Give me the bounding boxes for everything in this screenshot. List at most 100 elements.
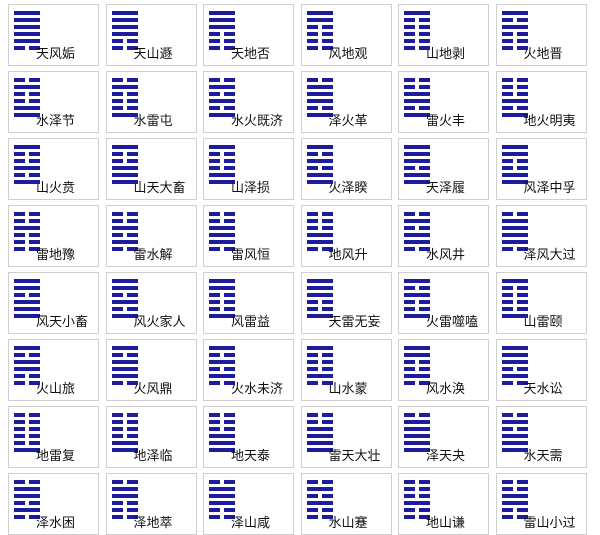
hexagram-name: 风火家人 bbox=[133, 315, 186, 330]
solid-line bbox=[404, 293, 430, 297]
solid-line bbox=[404, 113, 430, 117]
broken-line bbox=[321, 353, 333, 357]
hexagram-name: 水山蹇 bbox=[328, 516, 368, 531]
solid-line bbox=[111, 145, 138, 149]
solid-line bbox=[111, 279, 138, 283]
broken-line bbox=[419, 46, 430, 50]
solid-line bbox=[306, 286, 333, 290]
solid-line bbox=[306, 374, 333, 378]
solid-line bbox=[404, 420, 430, 424]
solid-line bbox=[306, 180, 333, 184]
solid-line bbox=[306, 233, 333, 237]
broken-line bbox=[419, 286, 430, 290]
broken-line bbox=[126, 92, 138, 96]
hexagram-cell: 风火家人 bbox=[105, 272, 197, 334]
solid-line bbox=[404, 501, 430, 505]
solid-line bbox=[14, 487, 40, 491]
hexagram-cell: 泽天夬 bbox=[398, 406, 489, 468]
solid-line bbox=[111, 360, 138, 364]
solid-line bbox=[501, 180, 528, 184]
solid-line bbox=[14, 300, 40, 304]
broken-line bbox=[306, 413, 318, 417]
solid-line bbox=[306, 113, 333, 117]
solid-line bbox=[501, 448, 528, 452]
broken-line bbox=[404, 413, 415, 417]
broken-line bbox=[209, 508, 220, 512]
solid-line bbox=[404, 219, 430, 223]
hexagram-cell: 火雷噬嗑 bbox=[398, 272, 489, 334]
solid-line bbox=[404, 346, 430, 350]
solid-line bbox=[111, 300, 138, 304]
broken-line bbox=[404, 480, 415, 484]
solid-line bbox=[14, 180, 40, 184]
broken-line bbox=[516, 381, 528, 385]
hexagram-name: 泽山咸 bbox=[231, 516, 271, 531]
hexagram-name: 地山谦 bbox=[426, 516, 466, 531]
solid-line bbox=[501, 99, 528, 103]
solid-line bbox=[404, 240, 430, 244]
broken-line bbox=[404, 25, 415, 29]
solid-line bbox=[306, 159, 333, 163]
solid-line bbox=[111, 448, 138, 452]
hexagram-cell: 地风升 bbox=[300, 205, 392, 267]
broken-line bbox=[224, 212, 235, 216]
solid-line bbox=[209, 448, 235, 452]
broken-line bbox=[111, 152, 123, 156]
hexagram-name: 水风井 bbox=[426, 248, 466, 263]
broken-line bbox=[126, 46, 138, 50]
broken-line bbox=[306, 226, 318, 230]
hexagram-name: 火山旅 bbox=[36, 382, 76, 397]
broken-line bbox=[501, 307, 513, 311]
solid-line bbox=[14, 314, 40, 318]
broken-line bbox=[306, 219, 318, 223]
hexagram-name: 火地晋 bbox=[523, 47, 563, 62]
broken-line bbox=[306, 106, 318, 110]
solid-line bbox=[501, 11, 528, 15]
broken-line bbox=[111, 233, 123, 237]
broken-line bbox=[419, 508, 430, 512]
broken-line bbox=[29, 413, 40, 417]
hexagram-cell: 水泽节 bbox=[8, 71, 99, 133]
solid-line bbox=[14, 307, 40, 311]
broken-line bbox=[516, 247, 528, 251]
broken-line bbox=[224, 39, 235, 43]
hexagram-name: 火风鼎 bbox=[133, 382, 173, 397]
broken-line bbox=[209, 307, 220, 311]
solid-line bbox=[404, 173, 430, 177]
solid-line bbox=[501, 420, 528, 424]
hexagram-name: 天风姤 bbox=[36, 47, 76, 62]
solid-line bbox=[404, 180, 430, 184]
broken-line bbox=[111, 159, 123, 163]
solid-line bbox=[111, 166, 138, 170]
hexagram-cell: 天地否 bbox=[203, 4, 294, 66]
hexagram-cell: 地泽临 bbox=[105, 406, 197, 468]
broken-line bbox=[404, 494, 415, 498]
broken-line bbox=[14, 427, 25, 431]
broken-line bbox=[111, 515, 123, 519]
broken-line bbox=[306, 494, 318, 498]
broken-line bbox=[209, 106, 220, 110]
broken-line bbox=[321, 367, 333, 371]
broken-line bbox=[404, 300, 415, 304]
broken-line bbox=[419, 307, 430, 311]
broken-line bbox=[111, 413, 123, 417]
hexagram-cell: 地火明夷 bbox=[495, 71, 587, 133]
broken-line bbox=[306, 152, 318, 156]
broken-line bbox=[209, 46, 220, 50]
hexagram-name: 地天泰 bbox=[231, 449, 271, 464]
broken-line bbox=[501, 480, 513, 484]
broken-line bbox=[209, 427, 220, 431]
hexagram-cell: 水火既济 bbox=[203, 71, 294, 133]
broken-line bbox=[126, 99, 138, 103]
solid-line bbox=[306, 85, 333, 89]
broken-line bbox=[111, 106, 123, 110]
broken-line bbox=[306, 367, 318, 371]
broken-line bbox=[224, 515, 235, 519]
broken-line bbox=[516, 78, 528, 82]
broken-line bbox=[516, 508, 528, 512]
broken-line bbox=[404, 106, 415, 110]
broken-line bbox=[501, 381, 513, 385]
solid-line bbox=[501, 233, 528, 237]
hexagram-cell: 火水未济 bbox=[203, 339, 294, 401]
solid-line bbox=[306, 99, 333, 103]
